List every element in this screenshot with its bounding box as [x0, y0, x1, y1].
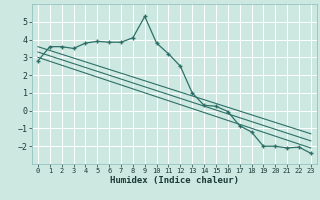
X-axis label: Humidex (Indice chaleur): Humidex (Indice chaleur) — [110, 176, 239, 185]
